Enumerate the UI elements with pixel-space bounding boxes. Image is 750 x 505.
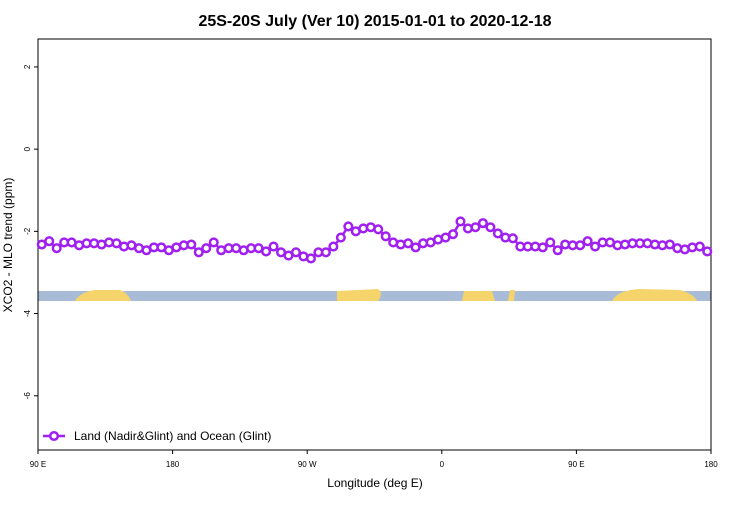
data-point	[373, 224, 384, 235]
land-strip	[508, 290, 515, 301]
x-tick-label: 90 E	[30, 460, 46, 469]
land-strip	[337, 289, 381, 301]
land-strip	[612, 289, 697, 301]
data-point	[51, 243, 62, 254]
data-point	[575, 240, 586, 251]
data-point	[477, 218, 488, 229]
data-point	[343, 221, 354, 232]
data-point	[268, 241, 279, 252]
x-tick-label: 180	[704, 460, 718, 469]
land-ocean-strip	[38, 289, 711, 301]
y-tick-label: -2	[23, 227, 32, 235]
data-point	[507, 233, 518, 244]
data-point	[470, 222, 481, 233]
data-point	[537, 242, 548, 253]
legend-label: Land (Nadir&Glint) and Ocean (Glint)	[74, 429, 271, 443]
x-tick-label: 0	[440, 460, 445, 469]
data-point	[694, 241, 705, 252]
data-point	[328, 241, 339, 252]
data-point	[545, 237, 556, 248]
data-point	[335, 232, 346, 243]
x-axis-label: Longitude (deg E)	[327, 476, 422, 490]
data-point	[44, 236, 55, 247]
data-point	[702, 246, 713, 257]
data-point	[410, 242, 421, 253]
data-point	[582, 236, 593, 247]
y-axis-label: XCO2 - MLO trend (ppm)	[1, 178, 15, 313]
y-tick-label: -6	[23, 392, 32, 400]
data-point	[455, 216, 466, 227]
x-tick-label: 180	[166, 460, 180, 469]
data-point	[305, 253, 316, 264]
chart-title: 25S-20S July (Ver 10) 2015-01-01 to 2020…	[198, 13, 551, 30]
data-point	[552, 245, 563, 256]
data-point	[380, 231, 391, 242]
y-tick-label: 0	[23, 146, 32, 151]
land-strip	[75, 290, 131, 301]
land-strip	[462, 291, 495, 301]
data-point	[320, 247, 331, 258]
y-tick-label: 2	[23, 64, 32, 69]
data-point	[208, 237, 219, 248]
data-point	[403, 238, 414, 249]
data-point	[485, 222, 496, 233]
data-point	[290, 247, 302, 258]
data-point	[201, 243, 212, 254]
x-tick-label: 90 E	[568, 460, 584, 469]
data-point	[186, 239, 197, 250]
data-point	[193, 247, 204, 258]
x-tick-label: 90 W	[298, 460, 317, 469]
data-point	[590, 241, 601, 252]
data-point	[492, 228, 503, 239]
data-point	[447, 229, 459, 240]
data-point	[664, 239, 675, 250]
legend-marker	[48, 430, 60, 442]
y-tick-label: -4	[23, 309, 32, 317]
data-point	[261, 246, 272, 257]
